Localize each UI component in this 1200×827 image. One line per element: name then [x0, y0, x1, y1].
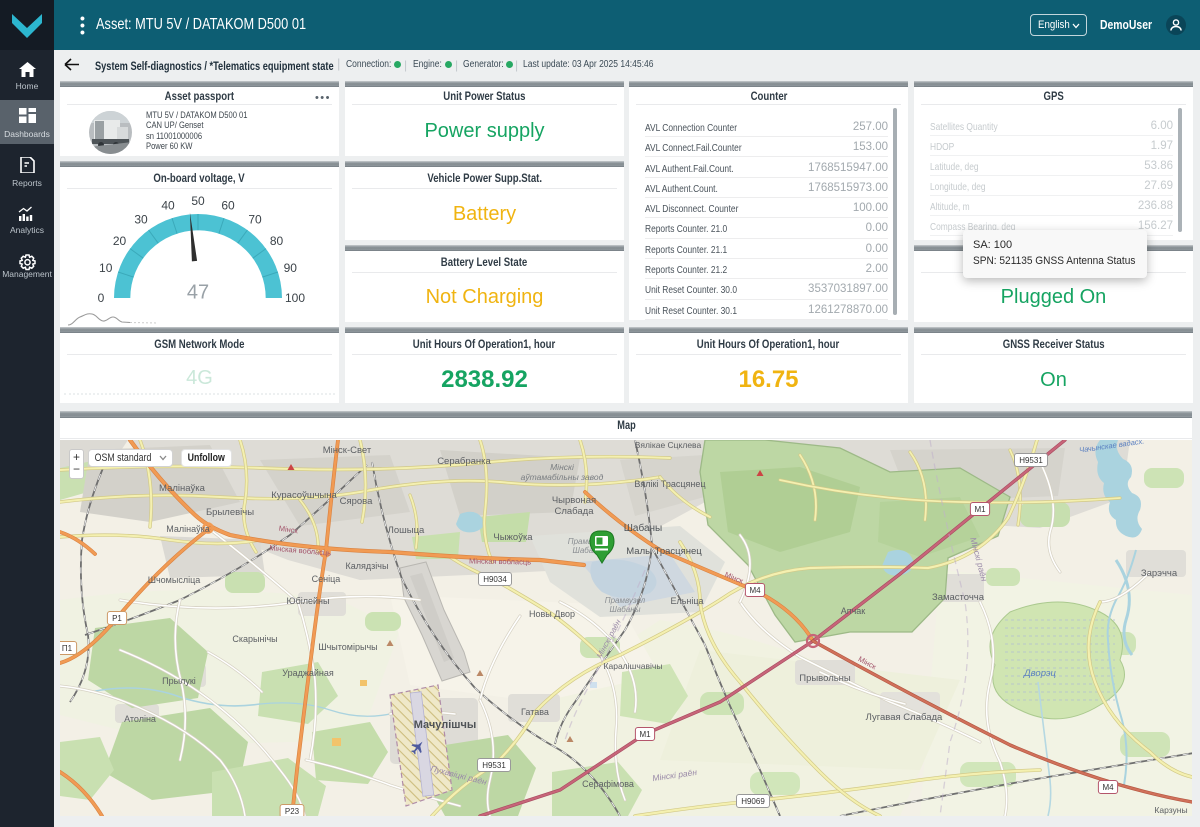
svg-text:90: 90: [284, 261, 298, 275]
svg-text:Чырвоная: Чырвоная: [552, 495, 596, 506]
svg-text:Серабранка: Серабранка: [437, 456, 491, 467]
svg-text:Шчытомірычы: Шчытомірычы: [318, 642, 377, 652]
svg-text:П1: П1: [62, 644, 73, 653]
svg-text:Зарэчча: Зарэчча: [1141, 568, 1178, 579]
svg-text:P23: P23: [285, 807, 300, 816]
svg-text:Мінск-Свет: Мінск-Свет: [323, 445, 372, 456]
svg-text:10: 10: [99, 261, 113, 275]
svg-text:Шабаны: Шабаны: [572, 546, 603, 555]
svg-text:Слабада: Слабада: [554, 506, 594, 517]
svg-text:P1: P1: [112, 614, 122, 623]
svg-text:Ураджайная: Ураджайная: [282, 668, 334, 678]
svg-text:40: 40: [161, 199, 175, 213]
svg-text:Чыжоўка: Чыжоўка: [493, 532, 533, 543]
svg-text:0: 0: [98, 291, 105, 305]
svg-text:60: 60: [221, 199, 235, 213]
svg-text:Атоліна: Атоліна: [124, 714, 156, 724]
svg-text:47: 47: [187, 282, 209, 304]
svg-text:M4: M4: [749, 586, 761, 595]
svg-text:Мачулішчы: Мачулішчы: [414, 719, 477, 731]
svg-text:M1: M1: [639, 730, 651, 739]
svg-text:Малінаўка: Малінаўка: [159, 483, 206, 494]
svg-text:Лугавая Слабада: Лугавая Слабада: [866, 712, 943, 723]
svg-text:Замасточча: Замасточча: [932, 592, 985, 603]
svg-text:Новы Двор: Новы Двор: [529, 609, 575, 619]
svg-text:Вялікі Трасцянец: Вялікі Трасцянец: [634, 479, 705, 489]
svg-text:Шабаны: Шабаны: [624, 522, 663, 534]
svg-text:Сеніца: Сеніца: [312, 574, 341, 584]
svg-text:Мінскі: Мінскі: [550, 462, 575, 472]
svg-text:Брылевічы: Брылевічы: [206, 507, 254, 518]
svg-text:Шабаны: Шабаны: [609, 605, 640, 614]
svg-text:Курасоўшчына: Курасоўшчына: [271, 490, 337, 501]
svg-text:50: 50: [191, 194, 205, 208]
svg-text:Малінаўка: Малінаўка: [166, 524, 209, 534]
svg-text:Карзуны: Карзуны: [1154, 805, 1187, 815]
svg-text:Лошыца: Лошыца: [388, 525, 425, 536]
svg-text:аўтамабільны завод: аўтамабільны завод: [521, 472, 604, 482]
svg-text:H9531: H9531: [1019, 456, 1043, 465]
svg-text:Каралішчавічы: Каралішчавічы: [604, 661, 663, 671]
svg-text:Гатава: Гатава: [521, 707, 549, 717]
svg-text:Скарынічы: Скарынічы: [232, 634, 277, 644]
svg-text:Малы Трасцянец: Малы Трасцянец: [626, 546, 702, 557]
svg-text:Ельніца: Ельніца: [670, 596, 703, 606]
svg-text:H9531: H9531: [482, 761, 506, 770]
svg-text:80: 80: [270, 234, 284, 248]
svg-text:Апчак: Апчак: [841, 606, 866, 616]
svg-text:Мінск: Мінск: [278, 524, 299, 536]
svg-text:20: 20: [113, 234, 127, 248]
svg-text:Мінская вобласць: Мінская вобласць: [469, 556, 531, 566]
svg-text:Прылукі: Прылукі: [162, 676, 196, 686]
svg-text:M1: M1: [974, 505, 986, 514]
svg-text:30: 30: [134, 213, 148, 227]
svg-text:Прывольны: Прывольны: [799, 673, 851, 684]
svg-text:M4: M4: [1102, 783, 1114, 792]
svg-text:Шчомысліца: Шчомысліца: [148, 575, 201, 585]
svg-text:H9069: H9069: [741, 797, 765, 806]
svg-text:Прамвузел: Прамвузел: [568, 537, 609, 546]
svg-text:Калядзічы: Калядзічы: [346, 561, 389, 571]
svg-text:H9034: H9034: [483, 575, 507, 584]
svg-text:Сярова: Сярова: [340, 496, 374, 507]
svg-text:100: 100: [285, 291, 305, 305]
svg-text:Вялікае Сцклева: Вялікае Сцклева: [635, 440, 702, 450]
svg-text:70: 70: [248, 213, 262, 227]
svg-text:Серафімова: Серафімова: [582, 779, 634, 789]
svg-text:Юбілейны: Юбілейны: [287, 596, 330, 606]
svg-text:Прамвузел: Прамвузел: [605, 596, 646, 605]
svg-text:Дворэц: Дворэц: [1023, 668, 1057, 679]
